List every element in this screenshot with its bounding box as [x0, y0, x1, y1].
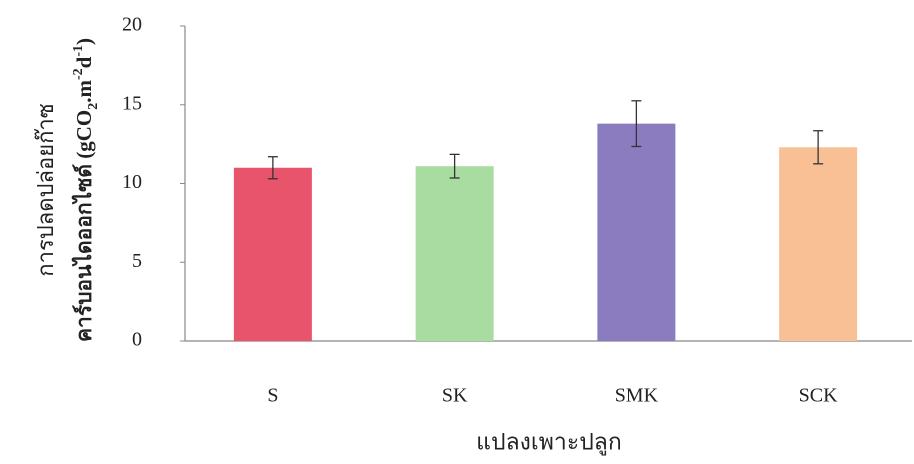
y-axis-label: คาร์บอนไดออกไซด์ (gCO2.m-2d-1) [71, 38, 101, 342]
y-label-part: .m [72, 80, 96, 103]
y-tick-label: 15 [122, 92, 142, 114]
bar [415, 166, 494, 341]
x-tick-label: SCK [799, 385, 838, 407]
bar [597, 123, 676, 342]
error-bar [631, 100, 642, 148]
y-tick-label: 10 [122, 171, 142, 193]
x-tick-label: SMK [615, 385, 659, 407]
y-tick-label: 20 [122, 14, 142, 36]
y-label-part: -2 [71, 68, 86, 80]
y-label-part: -1 [71, 45, 86, 57]
y-label-part: ) [72, 38, 96, 45]
y-label-part: d [72, 56, 96, 68]
x-tick-label: S [267, 385, 278, 407]
y-axis-label: การปลดปล่อยก๊าซ [33, 103, 58, 276]
x-tick-label: SK [442, 385, 468, 407]
bar [233, 167, 312, 341]
error-bar [813, 130, 824, 165]
y-label-part: คาร์บอนไดออกไซด์ (gCO [71, 110, 96, 342]
error-bar [267, 156, 278, 180]
bar [779, 147, 858, 341]
x-axis-label: แปลงเพาะปลูก [476, 429, 622, 455]
y-label-part: 2 [86, 103, 101, 110]
error-bar [449, 153, 460, 179]
y-tick-label: 5 [132, 250, 142, 272]
y-tick-label: 0 [132, 329, 142, 351]
